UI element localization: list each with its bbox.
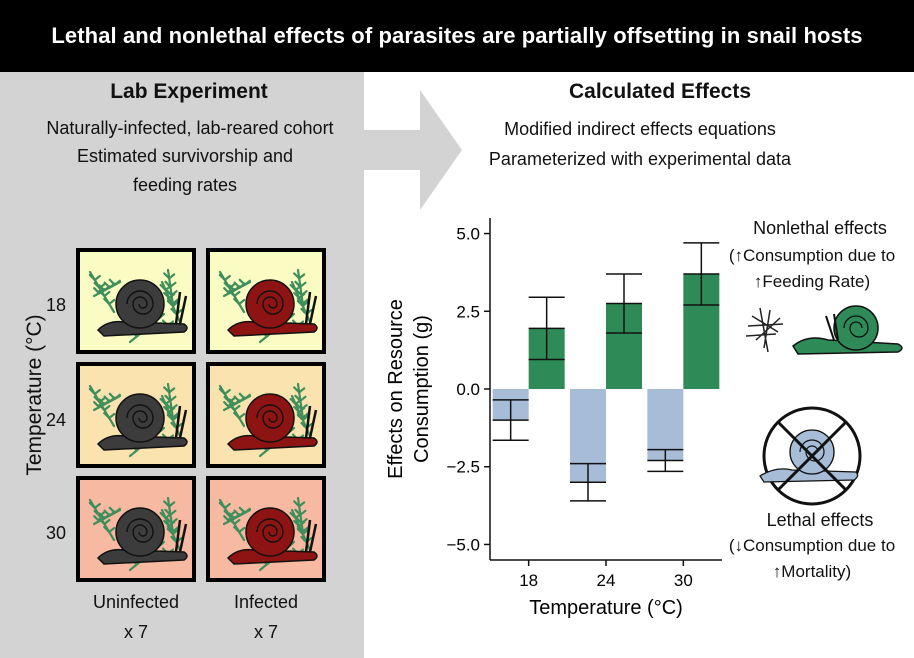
calc-line-2: Parameterized with experimental data	[488, 149, 792, 169]
calc-heading: Calculated Effects	[568, 80, 752, 103]
cell-uninfected-30	[76, 476, 196, 582]
uninfected-snail-icon	[88, 268, 188, 344]
x-axis-label: Temperature (°C)	[529, 597, 683, 619]
lab-y-axis-label: Temperature (°C)	[23, 314, 46, 476]
column-count-infected: x 7	[253, 622, 278, 642]
arrow-right-icon	[364, 90, 462, 210]
lethal-title: Lethal effects	[766, 510, 874, 530]
nonlethal-title: Nonlethal effects	[753, 218, 887, 238]
lethal-snail-crossed-icon	[759, 406, 862, 506]
nonlethal-line-2: ↑Feeding Rate)	[753, 272, 871, 291]
nonlethal-snail-icon	[745, 305, 903, 355]
column-label-uninfected: Uninfected	[92, 592, 180, 612]
y-tick-label: 5.0	[456, 225, 480, 244]
cell-uninfected-24	[76, 362, 196, 468]
column-count-uninfected: x 7	[123, 622, 148, 642]
row-label-30: 30	[46, 523, 67, 543]
cell-infected-18	[206, 248, 326, 354]
error-bar	[528, 296, 565, 361]
infected-snail-icon	[218, 268, 318, 344]
lab-line-2: Estimated survivorship and	[76, 146, 294, 166]
y-tick-label: 2.5	[456, 302, 480, 321]
calc-line-1: Modified indirect effects equations	[504, 119, 776, 139]
error-bar	[647, 448, 684, 473]
column-label-infected: Infected	[233, 592, 299, 612]
y-axis-label: Effects on Resource Consumption (g)	[385, 299, 433, 479]
uninfected-snail-icon	[88, 382, 188, 458]
row-label-24: 24	[46, 410, 67, 430]
nonlethal-line-1: (↑Consumption due to	[728, 246, 896, 265]
cell-infected-24	[206, 362, 326, 468]
x-tick-label: 24	[597, 571, 616, 590]
lethal-bar-30	[647, 389, 684, 461]
cell-uninfected-18	[76, 248, 196, 354]
lethal-line-2: ↑Mortality)	[772, 562, 852, 581]
infected-snail-icon	[218, 382, 318, 458]
lethal-line-1: (↓Consumption due to	[728, 536, 896, 555]
error-bar	[606, 273, 642, 334]
uninfected-snail-icon	[88, 496, 188, 572]
error-bar	[492, 399, 529, 442]
y-tick-label: −5.0	[446, 535, 480, 554]
error-bar	[570, 462, 606, 502]
lab-heading: Lab Experiment	[110, 80, 268, 103]
error-bar	[683, 242, 720, 306]
infected-snail-icon	[218, 496, 318, 572]
lab-line-3: feeding rates	[132, 175, 238, 195]
y-tick-label: −2.5	[446, 458, 480, 477]
banner-title: Lethal and nonlethal effects of parasite…	[0, 0, 914, 72]
row-label-18: 18	[46, 295, 67, 315]
lab-line-1: Naturally-infected, lab-reared cohort	[46, 118, 334, 138]
cell-infected-30	[206, 476, 326, 582]
y-tick-label: 0.0	[456, 380, 480, 399]
x-tick-label: 30	[674, 571, 693, 590]
consumption-effects-chart: 5.0 2.5 0.0 −2.5 −5.0 Effects on Resource Cons…	[385, 218, 722, 619]
x-tick-label: 18	[519, 571, 538, 590]
